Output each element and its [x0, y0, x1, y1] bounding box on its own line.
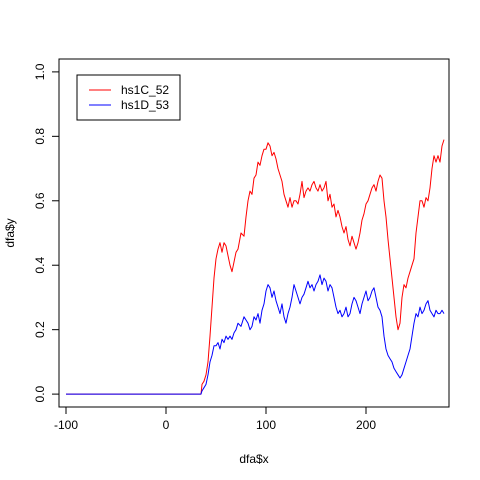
x-tick-label: 200: [356, 418, 376, 432]
x-tick-label: 100: [256, 418, 276, 432]
x-axis-title: dfa$x: [239, 452, 268, 466]
y-tick-label: 0.8: [33, 128, 47, 145]
plot-frame: [58, 58, 450, 408]
x-tick-label: 0: [163, 418, 170, 432]
x-tick-label: -100: [54, 418, 78, 432]
y-tick-label: 1.0: [33, 63, 47, 80]
y-tick-label: 0.2: [33, 321, 47, 338]
series-layer: [66, 139, 445, 395]
legend-label-hs1C_52: hs1C_52: [121, 83, 169, 97]
y-tick-label: 0.6: [33, 192, 47, 209]
y-axis-title: dfa$y: [3, 218, 17, 247]
legend: hs1C_52 hs1D_53: [76, 74, 181, 121]
legend-box: [76, 74, 181, 121]
series-line-hs1C_52: [66, 139, 445, 395]
y-tick-label: 0.4: [33, 257, 47, 274]
series-line-hs1D_53: [66, 274, 445, 395]
legend-label-hs1D_53: hs1D_53: [121, 98, 169, 112]
y-tick-label: 0.0: [33, 385, 47, 402]
